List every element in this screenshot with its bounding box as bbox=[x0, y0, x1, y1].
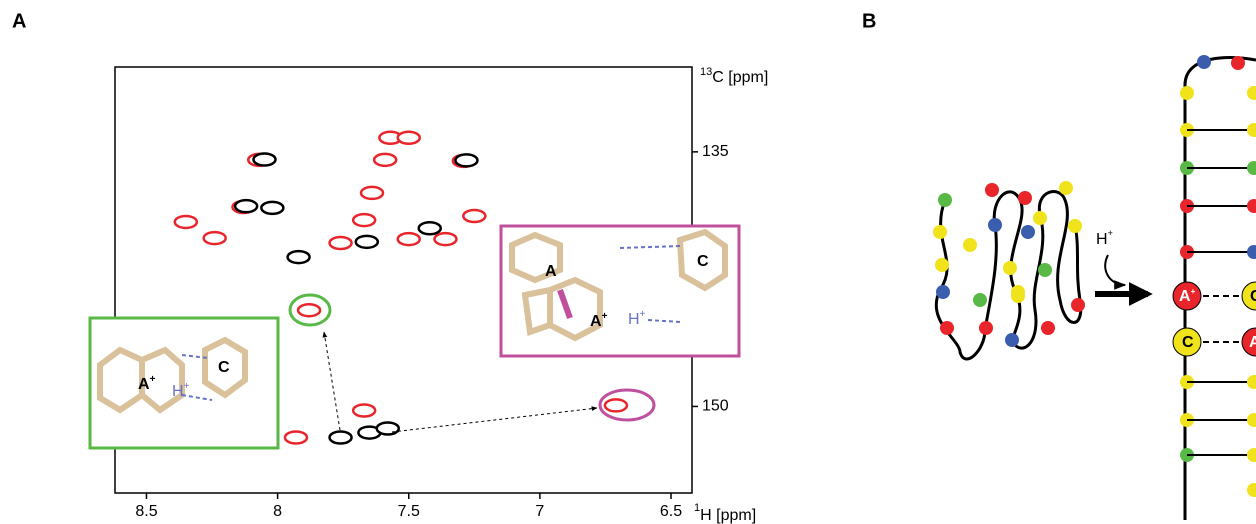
peak bbox=[433, 231, 458, 247]
x-tick-label: 7.5 bbox=[398, 503, 420, 520]
bead bbox=[1041, 321, 1055, 335]
bead bbox=[1247, 448, 1256, 462]
peak bbox=[328, 430, 353, 445]
bead bbox=[1038, 263, 1052, 277]
bead bbox=[1247, 86, 1256, 100]
bead bbox=[1068, 219, 1082, 233]
bead bbox=[935, 258, 949, 272]
peak bbox=[351, 212, 377, 228]
bead bbox=[985, 183, 999, 197]
peak bbox=[359, 185, 385, 201]
bead bbox=[1247, 375, 1256, 389]
bead bbox=[1018, 191, 1032, 205]
base-label: C bbox=[1182, 334, 1194, 351]
inset-magenta: A A+ C H+ bbox=[499, 224, 741, 358]
bead bbox=[1247, 161, 1256, 175]
bead bbox=[936, 285, 950, 299]
base-label: C bbox=[1250, 288, 1256, 305]
base-label: A bbox=[545, 263, 557, 280]
peak bbox=[296, 302, 322, 318]
bead bbox=[1231, 56, 1245, 70]
panel-label: A bbox=[12, 10, 26, 32]
panel-b-diagram: H+ A+ C C A bbox=[933, 55, 1256, 520]
peak bbox=[286, 249, 311, 265]
bead bbox=[933, 225, 947, 239]
peak bbox=[354, 234, 380, 250]
peak bbox=[233, 198, 259, 214]
x-tick-label: 7 bbox=[535, 503, 544, 520]
bead bbox=[1180, 86, 1194, 100]
inset-green: A+ C H+ bbox=[88, 316, 280, 450]
peak bbox=[454, 153, 479, 168]
peak bbox=[462, 208, 487, 224]
x-axis-label: 1H [ppm] bbox=[694, 502, 756, 524]
peak bbox=[417, 220, 442, 236]
bead bbox=[1021, 225, 1035, 239]
proton-label: H+ bbox=[1096, 228, 1113, 248]
bead bbox=[1071, 298, 1085, 312]
x-tick-label: 6.5 bbox=[660, 503, 682, 520]
peak bbox=[283, 430, 309, 445]
bead bbox=[940, 321, 954, 335]
y-axis-label: 13C [ppm] bbox=[700, 66, 768, 86]
y-tick-label: 135 bbox=[702, 143, 729, 160]
peak bbox=[328, 235, 353, 251]
bead bbox=[1003, 261, 1017, 275]
bead bbox=[1247, 483, 1256, 497]
highlight-circle bbox=[598, 388, 656, 422]
peak bbox=[202, 230, 227, 246]
bead bbox=[1247, 413, 1256, 427]
bead bbox=[1011, 289, 1025, 303]
bead bbox=[1197, 55, 1211, 69]
base-label: A bbox=[1249, 334, 1256, 351]
x-tick-label: 8 bbox=[273, 503, 282, 520]
peak bbox=[603, 398, 629, 413]
peak bbox=[173, 214, 199, 230]
bead bbox=[973, 293, 987, 307]
plot: 8.5 8 7.5 7 6.5 135 150 bbox=[135, 130, 729, 520]
peak bbox=[372, 152, 398, 168]
base-label: A+ bbox=[590, 311, 608, 331]
panel-label: B bbox=[862, 10, 876, 32]
arrow bbox=[322, 331, 341, 431]
peak bbox=[351, 403, 377, 418]
base-label: C bbox=[218, 359, 230, 376]
bead bbox=[1247, 245, 1256, 259]
bead bbox=[963, 238, 977, 252]
y-tick-label: 150 bbox=[702, 398, 729, 415]
x-tick-label: 8.5 bbox=[135, 503, 157, 520]
bead bbox=[979, 321, 993, 335]
base-label: A+ bbox=[1179, 287, 1196, 305]
bead bbox=[1005, 333, 1019, 347]
base-label: C bbox=[697, 253, 709, 270]
arrow bbox=[391, 406, 598, 433]
peak bbox=[252, 152, 277, 167]
bead bbox=[1247, 199, 1256, 213]
bead bbox=[988, 218, 1002, 232]
proton-label: H+ bbox=[172, 381, 190, 401]
bead bbox=[1059, 181, 1073, 195]
bead bbox=[938, 193, 952, 207]
peak bbox=[260, 200, 285, 216]
bead bbox=[1033, 211, 1047, 225]
peak bbox=[375, 421, 401, 436]
peak bbox=[396, 231, 421, 247]
base-label: A+ bbox=[138, 374, 156, 394]
peak bbox=[396, 130, 421, 146]
bead bbox=[1247, 123, 1256, 137]
proton-label: H+ bbox=[628, 309, 646, 329]
highlight-circle bbox=[288, 293, 332, 327]
